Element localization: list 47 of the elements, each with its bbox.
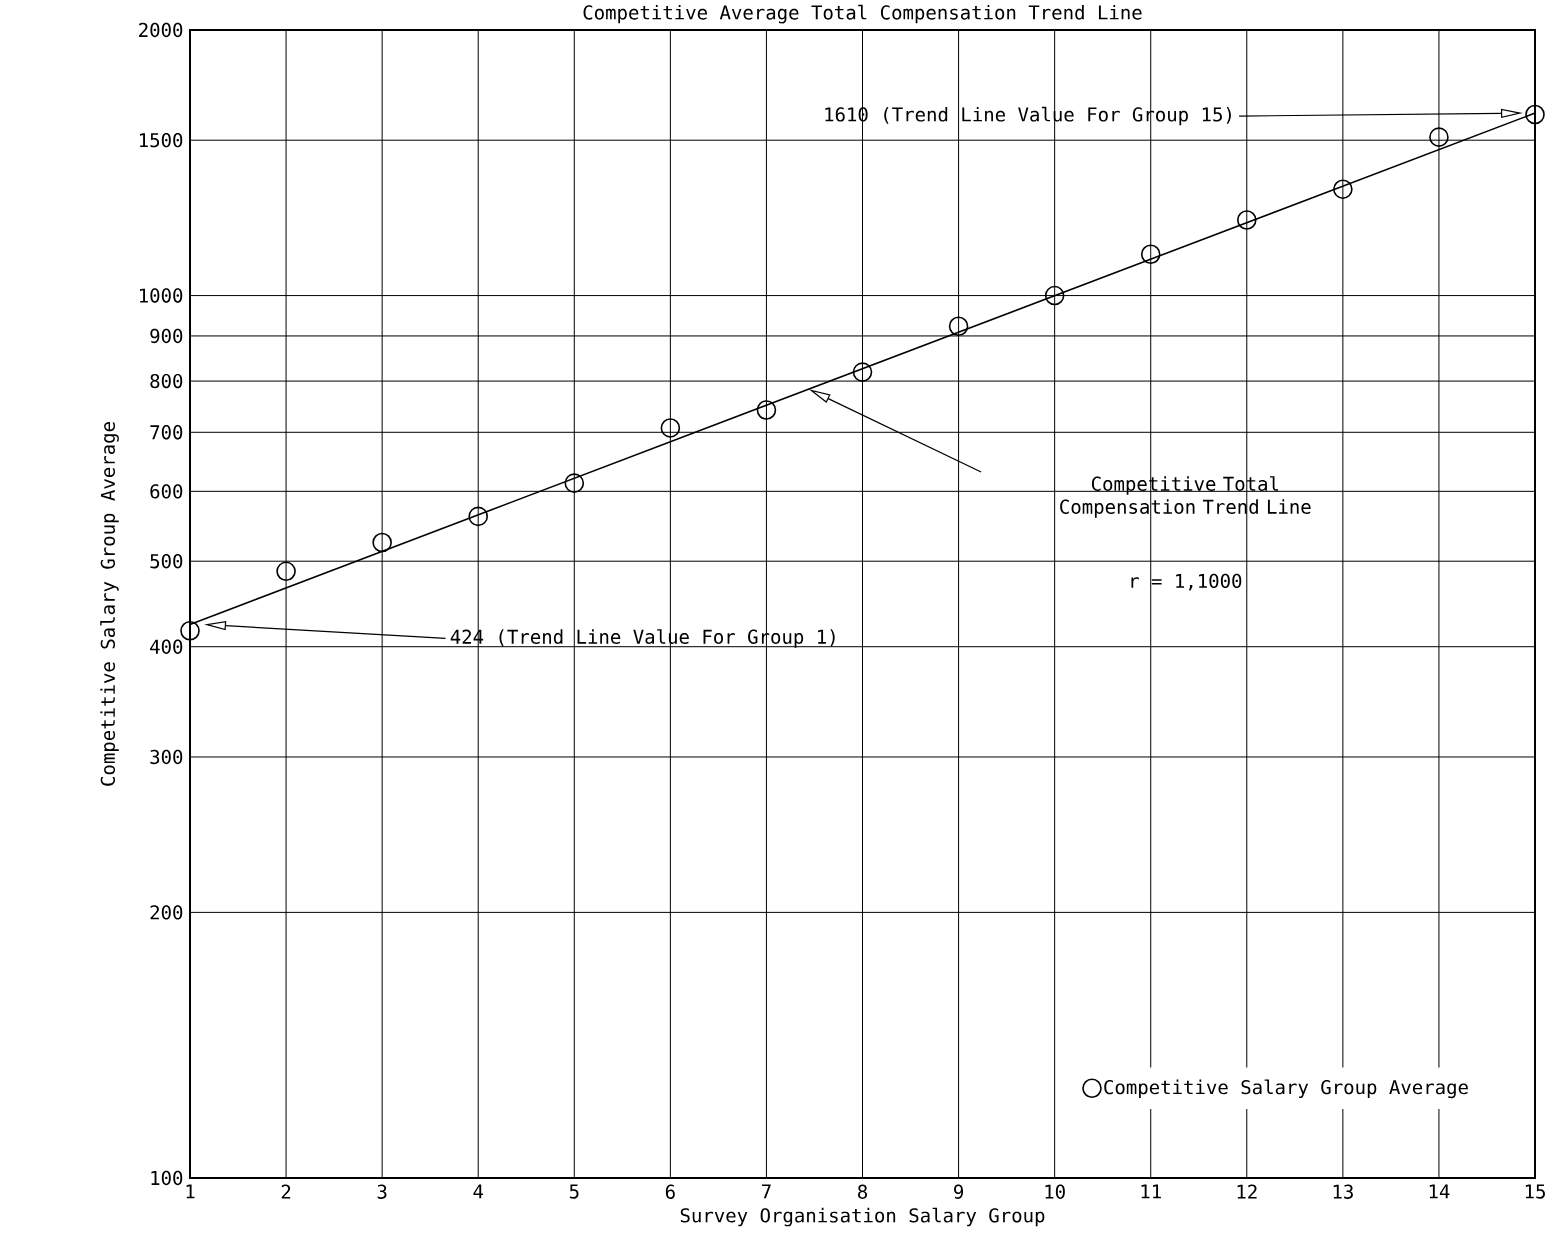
x-tick-label: 1	[186, 1184, 195, 1199]
x-tick-label: 6	[665, 1184, 675, 1199]
point	[852, 362, 873, 382]
x-tick-label: 5	[569, 1184, 579, 1199]
chart-title: Competitive Average Total Compensation Trend Line	[583, 4, 1142, 24]
x-tick-label: 11	[1141, 1184, 1161, 1199]
x-axis-title: Survey Organisation Salary Group	[680, 1207, 1045, 1227]
annotation: r = 1,1000	[1131, 573, 1242, 591]
point	[1525, 104, 1545, 125]
x-tick-label: 3	[377, 1184, 387, 1199]
y-tick-label: 500	[150, 554, 183, 569]
y-tick-label: 1500	[140, 132, 183, 148]
x-tick-label: 15	[1525, 1184, 1545, 1199]
point	[180, 620, 200, 641]
point	[1236, 210, 1257, 230]
x-tick-label: 8	[858, 1184, 867, 1199]
y-tick-label: 900	[150, 328, 183, 344]
x-tick-label: 12	[1237, 1184, 1257, 1199]
point	[276, 561, 296, 582]
x-tick-label: 14	[1429, 1184, 1450, 1199]
y-tick-label: 600	[150, 484, 183, 499]
legend-label: Competitive Salary Group Average	[1104, 1079, 1468, 1099]
x-tick-label: 9	[954, 1184, 964, 1199]
y-tick-label: 300	[150, 749, 183, 765]
y-tick-label: 800	[150, 373, 183, 389]
y-tick-label: 1000	[140, 288, 183, 303]
y-tick-label: 400	[150, 639, 183, 654]
point	[756, 400, 777, 420]
point	[1044, 285, 1065, 306]
point	[372, 532, 392, 553]
x-tick-label: 7	[762, 1184, 771, 1199]
y-tick-label: 2000	[139, 22, 183, 38]
x-tick-label: 4	[473, 1184, 484, 1199]
point	[660, 418, 681, 438]
y-axis-title: Competitive Salary Group Average	[100, 422, 119, 786]
y-tick-label: 700	[150, 425, 183, 440]
point	[948, 316, 969, 337]
x-tick-label: 10	[1045, 1184, 1065, 1199]
point	[468, 506, 489, 527]
point	[1140, 244, 1161, 264]
point	[1333, 179, 1353, 199]
point	[1429, 127, 1449, 147]
x-tick-label: 2	[281, 1184, 291, 1199]
y-tick-label: 100	[151, 1170, 183, 1186]
y-tick-label: 200	[150, 905, 183, 920]
x-tick-label: 13	[1333, 1184, 1353, 1199]
point	[564, 473, 585, 493]
